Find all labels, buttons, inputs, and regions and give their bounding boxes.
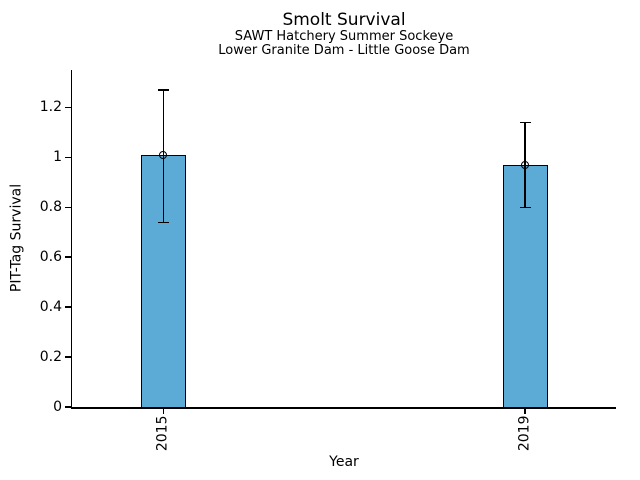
- y-tick-mark: [64, 306, 71, 308]
- y-tick-mark: [64, 356, 71, 358]
- y-tick-mark: [64, 256, 71, 258]
- x-axis-label: Year: [329, 454, 359, 470]
- y-tick-label: 1: [53, 148, 62, 165]
- y-tick-label: 0.2: [39, 348, 62, 365]
- y-tick-label: 1.2: [39, 98, 62, 115]
- x-tick-label: 2019: [516, 415, 533, 452]
- y-tick-label: 0.8: [39, 198, 62, 215]
- y-tick-label: 0.6: [39, 248, 62, 265]
- y-tick-mark: [64, 106, 71, 109]
- y-axis-spine: [70, 70, 72, 409]
- y-tick-mark: [64, 406, 71, 408]
- y-tick-mark: [64, 206, 71, 209]
- chart-title: Smolt Survival: [282, 10, 406, 30]
- x-tick-mark: [524, 408, 526, 414]
- chart-subtitle-line1: SAWT Hatchery Summer Sockeye: [234, 29, 454, 44]
- data-point-marker: [521, 160, 530, 169]
- chart-subtitle-line2: Lower Granite Dam - Little Goose Dam: [218, 43, 470, 58]
- error-bar-cap-top: [157, 89, 169, 91]
- y-tick-label: 0: [53, 398, 62, 415]
- y-tick-label: 0.4: [39, 298, 62, 315]
- error-bar-cap-bottom: [157, 221, 169, 224]
- x-tick-mark: [162, 408, 165, 414]
- y-tick-mark: [64, 156, 71, 159]
- error-bar-cap-bottom: [519, 206, 531, 209]
- data-point-marker: [159, 150, 168, 159]
- error-bar-cap-top: [519, 121, 531, 124]
- x-tick-label: 2015: [154, 415, 171, 452]
- x-axis-spine: [70, 407, 616, 409]
